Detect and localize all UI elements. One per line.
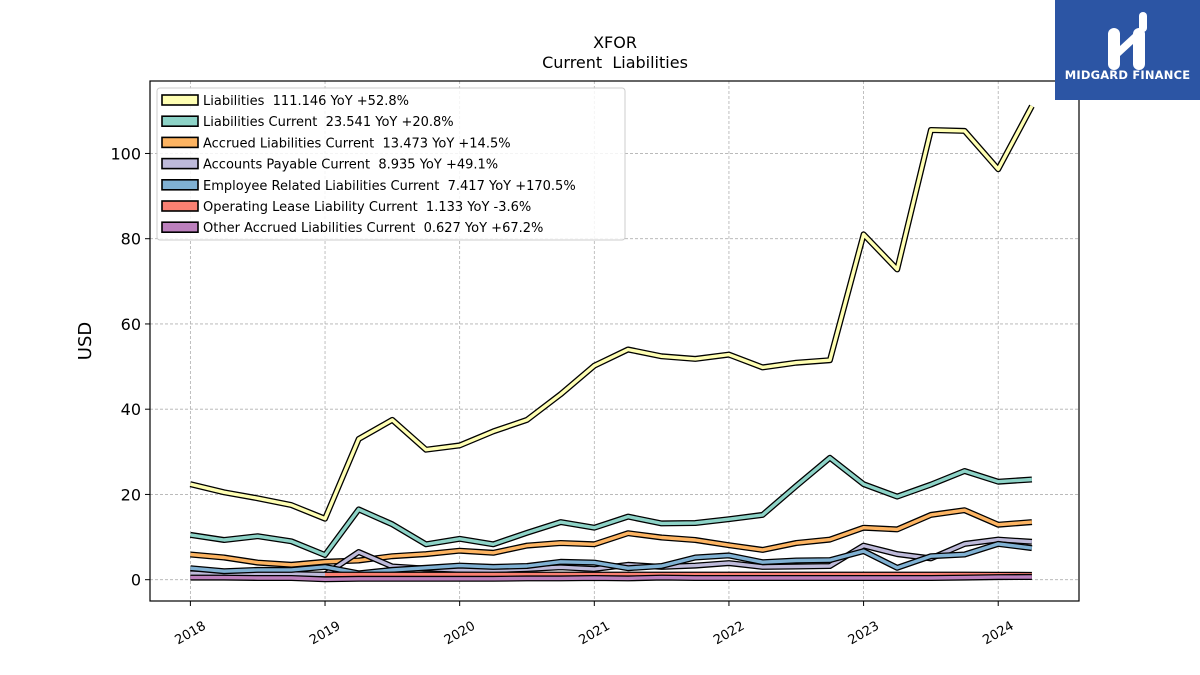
legend-box [156, 87, 626, 241]
x-tick-label: 2023 [846, 619, 882, 649]
legend-entry: Accrued Liabilities Current 13.473 YoY +… [203, 136, 511, 151]
y-tick-label: 100 [110, 144, 141, 163]
y-tick-label: 60 [121, 315, 141, 334]
chart-title: XFOR [593, 33, 637, 52]
legend-swatch [161, 179, 199, 191]
y-tick-label: 20 [121, 485, 141, 504]
legend-entry: Accounts Payable Current 8.935 YoY +49.1… [203, 158, 498, 173]
legend-swatch [161, 157, 199, 170]
legend-swatch [161, 115, 199, 127]
legend-entry: Liabilities 111.146 YoY +52.8% [203, 94, 409, 109]
legend-entry: Employee Related Liabilities Current 7.4… [203, 179, 576, 194]
y-tick-label: 40 [121, 400, 141, 419]
y-tick-label: 0 [131, 571, 141, 590]
legend-entry: Other Accrued Liabilities Current 0.627 … [203, 221, 543, 236]
series-line [190, 508, 1033, 567]
x-tick-label: 2022 [711, 619, 747, 649]
series-line [190, 105, 1034, 521]
y-tick-label: 80 [121, 230, 141, 249]
series-lines [189, 104, 1035, 583]
legend-entry: Operating Lease Liability Current 1.133 … [203, 200, 531, 215]
legend: Liabilities 111.146 YoY +52.8% Liabilitie… [156, 87, 626, 241]
series-line [190, 575, 1032, 581]
x-tick-label: 2019 [307, 619, 343, 649]
series-line [190, 456, 1033, 557]
legend-swatch [161, 136, 199, 149]
legend-entry: Liabilities Current 23.541 YoY +20.8% [203, 115, 454, 130]
plot-frame [149, 80, 1080, 602]
brand-logo: MIDGARD FINANCE [1055, 0, 1200, 100]
y-axis-label: USD [75, 322, 96, 360]
x-tick-label: 2020 [442, 619, 478, 649]
legend-swatch [161, 200, 199, 212]
legend-swatch [161, 221, 199, 233]
midgard-logo-icon [1108, 12, 1147, 70]
x-tick-label: 2018 [173, 619, 209, 649]
chart-subtitle: Current Liabilities [542, 53, 688, 72]
series-line [190, 542, 1033, 575]
legend-swatch [161, 94, 199, 106]
x-tick-label: 2024 [980, 619, 1016, 649]
brand-name: MIDGARD FINANCE [1064, 68, 1191, 82]
x-tick-label: 2021 [576, 619, 612, 649]
